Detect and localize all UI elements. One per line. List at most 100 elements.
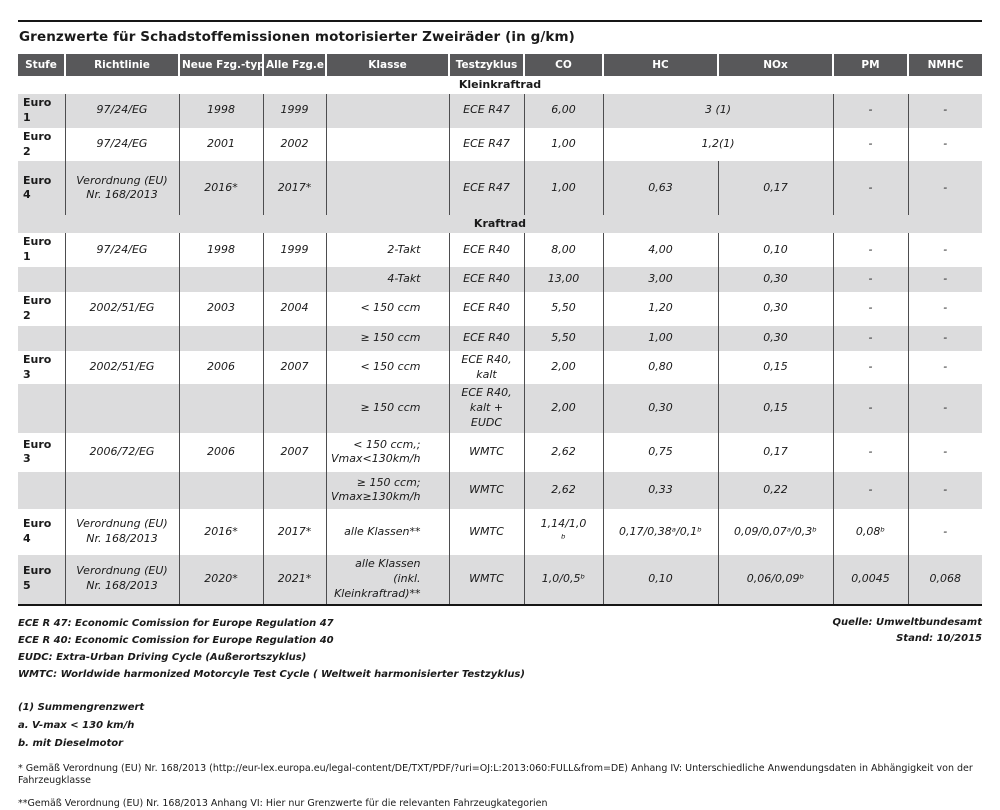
cell-nmhc: - (907, 384, 982, 433)
table-row: Euro 5 Verordnung (EU) Nr. 168/2013 2020… (18, 554, 982, 605)
col-header-nmhc: NMHC (907, 54, 982, 76)
cell-hc: 0,63 (602, 161, 718, 216)
cell-hc: 0,30 (602, 384, 718, 433)
cell-richtlinie: 2006/72/EG (64, 432, 179, 472)
cell-hc: 0,33 (602, 471, 718, 509)
cell-testzyklus: WMTC (448, 432, 524, 472)
cell-co: 5,50 (523, 292, 603, 326)
cell-richtlinie (64, 325, 179, 351)
cell-co: 6,00 (523, 94, 603, 128)
table-row: ≥ 150 ccm; Vmax≥130km/h WMTC 2,62 0,33 0… (18, 471, 982, 509)
cell-neue (178, 471, 263, 509)
cell-testzyklus: ECE R40, kalt + EUDC (448, 384, 524, 433)
cell-richtlinie: 97/24/EG (64, 233, 179, 268)
cell-neue: 2020* (178, 554, 263, 605)
cell-nmhc: 0,068 (907, 554, 982, 605)
cell-klasse (325, 94, 449, 128)
cell-nox: 0,10 (717, 233, 833, 268)
note-eudc: EUDC: Extra-Urban Driving Cycle (Außeror… (18, 651, 307, 663)
cell-richtlinie (64, 471, 179, 509)
cell-klasse: alle Klassen (inkl. Kleinkraftrad)** (325, 554, 449, 605)
cell-nox: 0,30 (717, 292, 833, 326)
table-row: Euro 4 Verordnung (EU) Nr. 168/2013 2016… (18, 508, 982, 555)
cell-co: 2,62 (523, 471, 603, 509)
cell-nmhc: - (907, 432, 982, 472)
cell-pm: - (832, 161, 908, 216)
section-row-kraftrad: Kraftrad (18, 215, 982, 234)
asterisk-notes: * Gemäß Verordnung (EU) Nr. 168/2013 (ht… (18, 763, 982, 810)
cell-klasse: 2-Takt (325, 233, 449, 268)
cell-nox: 0,09/0,07ᵃ/0,3ᵇ (717, 508, 833, 555)
table-row: ≥ 150 ccm ECE R40 5,50 1,00 0,30 - - (18, 325, 982, 351)
cell-neue: 2016* (178, 161, 263, 216)
cell-nmhc: - (907, 325, 982, 351)
cell-hc: 0,17/0,38ᵃ/0,1ᵇ (602, 508, 718, 555)
col-header-stufe: Stufe (18, 54, 65, 76)
cell-co: 8,00 (523, 233, 603, 268)
cell-neue: 2001 (178, 127, 263, 162)
cell-nox: 0,17 (717, 432, 833, 472)
cell-co: 1,00 (523, 161, 603, 216)
source-label: Quelle: Umweltbundesamt (832, 616, 982, 628)
cell-pm: 0,08ᵇ (832, 508, 908, 555)
cell-alle: 2007 (262, 350, 326, 385)
cell-co: 2,00 (523, 384, 603, 433)
abbreviation-notes: ECE R 47: Economic Comission for Europe … (18, 615, 525, 683)
cell-neue: 1998 (178, 233, 263, 268)
cell-alle (262, 384, 326, 433)
table-row: Euro 2 97/24/EG 2001 2002 ECE R47 1,00 1… (18, 127, 982, 162)
cell-neue: 2006 (178, 350, 263, 385)
cell-pm: - (832, 325, 908, 351)
note-b-diesel: b. mit Dieselmotor (18, 737, 124, 749)
page: Grenzwerte für Schadstoffemissionen moto… (18, 20, 982, 810)
cell-stufe: Euro 2 (23, 129, 52, 158)
cell-richtlinie: 97/24/EG (64, 127, 179, 162)
cell-nmhc: - (907, 471, 982, 509)
cell-pm: - (832, 94, 908, 128)
cell-nmhc: - (907, 161, 982, 216)
cell-alle: 2007 (262, 432, 326, 472)
cell-stufe: Euro 2 (23, 294, 52, 322)
col-header-hc: HC (602, 54, 718, 76)
cell-nox: 0,30 (717, 325, 833, 351)
cell-co: 1,0/0,5ᵇ (523, 554, 603, 605)
cell-testzyklus: ECE R40, kalt (448, 350, 524, 385)
cell-co: 5,50 (523, 325, 603, 351)
cell-pm: - (832, 292, 908, 326)
section-row-kleinkraftrad: Kleinkraftrad (18, 76, 982, 94)
top-rule (18, 20, 982, 22)
note-asterisk-double: **Gemäß Verordnung (EU) Nr. 168/2013 Anh… (18, 797, 548, 809)
cell-stufe: Euro 3 (23, 352, 52, 381)
cell-stufe (18, 384, 65, 433)
cell-alle (262, 267, 326, 293)
cell-neue (178, 384, 263, 433)
cell-alle: 2017* (262, 508, 326, 555)
cell-testzyklus: ECE R40 (448, 325, 524, 351)
cell-pm: - (832, 233, 908, 268)
cell-klasse: alle Klassen** (325, 508, 449, 555)
cell-richtlinie: Verordnung (EU) Nr. 168/2013 (64, 508, 179, 555)
note-summengrenzwert: (1) Summengrenzwert (18, 701, 145, 713)
cell-nox: 0,15 (717, 384, 833, 433)
page-title: Grenzwerte für Schadstoffemissionen moto… (19, 29, 575, 45)
cell-richtlinie (64, 267, 179, 293)
cell-hc: 1,00 (602, 325, 718, 351)
note-ece-r47: ECE R 47: Economic Comission for Europe … (18, 617, 334, 629)
note-wmtc: WMTC: Worldwide harmonized Motorcyle Tes… (18, 668, 525, 680)
cell-klasse: < 150 ccm (325, 350, 449, 385)
table-row: ≥ 150 ccm ECE R40, kalt + EUDC 2,00 0,30… (18, 384, 982, 433)
cell-nmhc: - (907, 233, 982, 268)
table-row: Euro 3 2002/51/EG 2006 2007 < 150 ccm EC… (18, 350, 982, 385)
cell-hc: 0,80 (602, 350, 718, 385)
cell-alle: 2004 (262, 292, 326, 326)
cell-hc-nox-merged: 1,2(1) (602, 127, 833, 162)
cell-alle: 2002 (262, 127, 326, 162)
cell-hc: 1,20 (602, 292, 718, 326)
cell-testzyklus: ECE R40 (448, 292, 524, 326)
cell-hc: 0,75 (602, 432, 718, 472)
table-header: Stufe Richtlinie Neue Fzg.-typen Alle Fz… (18, 54, 982, 76)
cell-richtlinie: Verordnung (EU) Nr. 168/2013 (64, 161, 179, 216)
cell-stufe (18, 267, 65, 292)
cell-pm: - (832, 350, 908, 385)
col-header-richtlinie: Richtlinie (64, 54, 179, 76)
